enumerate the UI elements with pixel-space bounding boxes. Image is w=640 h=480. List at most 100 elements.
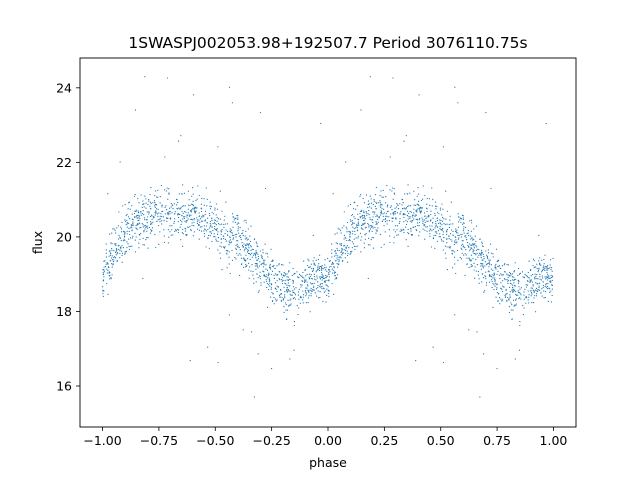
data-point [485, 275, 487, 278]
data-point [420, 212, 422, 214]
data-point [271, 265, 273, 268]
data-point [263, 275, 265, 277]
data-point [409, 192, 411, 194]
data-point [455, 242, 457, 244]
data-point [230, 241, 233, 243]
data-point [357, 221, 359, 223]
data-point [457, 232, 459, 234]
data-point [115, 247, 118, 250]
data-point [353, 238, 355, 240]
data-point [126, 241, 128, 243]
data-point [510, 309, 512, 311]
data-point [126, 222, 128, 224]
data-point [475, 225, 478, 227]
data-point [152, 202, 154, 204]
data-point [144, 76, 146, 78]
data-point [530, 268, 532, 271]
data-point [147, 216, 149, 218]
data-point [142, 277, 144, 280]
data-point [497, 270, 499, 273]
data-point [292, 279, 294, 281]
data-point [136, 223, 139, 225]
data-point [389, 156, 391, 158]
data-point [478, 278, 480, 280]
data-point [446, 233, 448, 236]
data-point [302, 296, 304, 298]
data-point [237, 226, 240, 228]
data-point [373, 200, 375, 202]
data-point [182, 245, 184, 248]
data-point [441, 229, 443, 231]
data-point [513, 279, 515, 282]
data-point [491, 279, 493, 281]
data-point [345, 248, 347, 250]
data-point [326, 284, 328, 286]
data-point [479, 253, 481, 255]
data-point [482, 353, 485, 355]
data-point [383, 225, 385, 227]
data-point [286, 273, 288, 275]
data-point [383, 208, 385, 210]
data-point [119, 237, 122, 239]
data-point [506, 296, 509, 299]
data-point [196, 217, 198, 219]
data-point [276, 290, 278, 293]
data-point [260, 282, 262, 284]
data-point [182, 205, 184, 207]
data-point [251, 252, 253, 254]
data-point [274, 282, 277, 284]
data-point [219, 223, 221, 226]
data-point [317, 297, 320, 299]
data-point [195, 207, 197, 209]
data-point [550, 267, 553, 269]
data-point [548, 267, 550, 270]
data-point [434, 227, 436, 229]
data-point [103, 260, 105, 262]
data-point [167, 198, 169, 200]
data-point [254, 265, 256, 267]
data-point [428, 215, 430, 217]
data-point [525, 286, 528, 288]
data-point [229, 272, 231, 275]
data-point [408, 216, 410, 218]
data-point [150, 230, 153, 232]
data-point [305, 287, 307, 289]
data-point [483, 258, 485, 260]
data-point [533, 297, 535, 299]
data-point [309, 311, 311, 313]
data-point [184, 210, 186, 213]
data-point [537, 270, 539, 273]
data-point [380, 206, 382, 208]
data-point [487, 252, 490, 254]
data-point [215, 214, 217, 216]
data-point [302, 290, 304, 292]
data-point [126, 233, 128, 235]
data-point [118, 234, 120, 236]
data-point [507, 264, 510, 266]
data-point [134, 232, 136, 234]
data-point [399, 213, 401, 215]
data-point [462, 243, 464, 245]
data-point [273, 303, 275, 305]
data-point [466, 242, 469, 244]
data-point [126, 223, 128, 225]
data-point [380, 190, 382, 192]
data-point [446, 242, 448, 244]
data-point [391, 190, 393, 192]
data-point [142, 200, 144, 202]
data-point [224, 246, 226, 248]
data-point [474, 243, 476, 245]
data-point [124, 240, 126, 242]
data-point [338, 263, 340, 265]
data-point [464, 246, 466, 249]
data-point [257, 277, 259, 279]
data-point [182, 212, 184, 214]
data-point [276, 280, 278, 282]
data-point [286, 291, 288, 293]
data-point [244, 235, 246, 237]
data-point [140, 232, 142, 235]
data-point [266, 274, 268, 276]
data-point [169, 211, 171, 213]
data-point [460, 247, 462, 249]
data-point [446, 246, 448, 248]
